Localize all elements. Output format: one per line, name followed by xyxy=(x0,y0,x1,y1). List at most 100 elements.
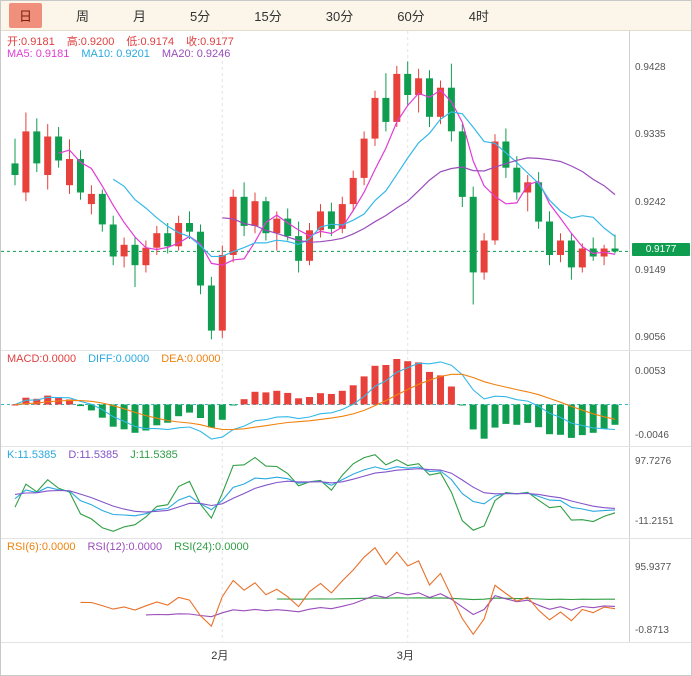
macd-hist-bar xyxy=(567,404,575,438)
tab-4hour[interactable]: 4时 xyxy=(459,3,499,28)
diff-value: DIFF:0.0000 xyxy=(88,353,150,365)
macd-value: MACD:0.0000 xyxy=(7,353,77,365)
candle-body xyxy=(480,240,488,273)
macd-chart-canvas[interactable] xyxy=(1,351,629,447)
candle-body xyxy=(524,182,532,193)
candle-body xyxy=(360,138,368,178)
month-label-feb: 2月 xyxy=(211,650,229,662)
macd-hist-bar xyxy=(66,399,73,405)
price-axis: 0.9428 0.9335 0.9242 0.9149 0.9056 0.917… xyxy=(629,31,691,350)
tab-30min[interactable]: 30分 xyxy=(316,3,363,28)
rsi24-line xyxy=(276,597,615,601)
rsi-panel: RSI(6):0.0000 RSI(12):0.0000 RSI(24):0.0… xyxy=(1,539,691,643)
candle-body xyxy=(229,196,237,255)
tab-15min[interactable]: 15分 xyxy=(244,3,291,28)
tab-5min[interactable]: 5分 xyxy=(180,3,220,28)
macd-hist-bar xyxy=(109,404,117,427)
candle-body xyxy=(491,141,499,241)
ma20-line xyxy=(222,157,616,243)
tab-month[interactable]: 月 xyxy=(123,3,156,28)
candle-body xyxy=(186,223,193,232)
candle-body xyxy=(404,73,412,95)
macd-hist-bar xyxy=(251,391,259,405)
timeframe-toolbar: 日 周 月 5分 15分 30分 60分 4时 xyxy=(1,1,691,31)
macd-hist-bar xyxy=(349,385,357,405)
candle-body xyxy=(317,211,324,231)
candle-body xyxy=(458,131,466,197)
rsi6-value: RSI(6):0.0000 xyxy=(7,541,76,553)
candle-body xyxy=(197,231,204,286)
macd-hist-bar xyxy=(437,375,444,405)
candle-body xyxy=(87,193,95,205)
candle-body xyxy=(546,221,553,255)
macd-hist-bar xyxy=(458,404,466,406)
macd-hist-bar xyxy=(469,404,477,430)
ma20-value: MA20: 0.9246 xyxy=(161,48,231,60)
macd-hist-bar xyxy=(480,404,488,439)
macd-hist-bar xyxy=(142,404,150,431)
tab-60min[interactable]: 60分 xyxy=(387,3,434,28)
rsi-tick: -0.8713 xyxy=(635,624,669,636)
rsi12-line xyxy=(145,591,616,618)
ohlc-info-row: 开:0.9181 高:0.9200 低:0.9174 收:0.9177 xyxy=(7,33,234,49)
candle-body xyxy=(338,204,346,229)
candle-body xyxy=(33,131,41,164)
price-tick: 0.9242 xyxy=(635,197,666,209)
candle-body xyxy=(415,78,423,95)
macd-hist-bar xyxy=(175,404,183,417)
low-value: 低:0.9174 xyxy=(126,36,175,48)
candle-body xyxy=(55,136,63,161)
tab-week[interactable]: 周 xyxy=(66,3,99,28)
candle-body xyxy=(437,87,444,117)
candle-body xyxy=(382,97,390,122)
candle-body xyxy=(175,223,183,247)
macd-hist-bar xyxy=(284,392,292,405)
macd-info-row: MACD:0.0000 DIFF:0.0000 DEA:0.0000 xyxy=(7,353,221,365)
macd-tick: 0.0053 xyxy=(635,365,666,377)
candle-body xyxy=(218,255,226,331)
rsi-chart-canvas[interactable] xyxy=(1,539,629,643)
macd-hist-bar xyxy=(33,398,41,405)
candle-body xyxy=(393,73,401,122)
candle-body xyxy=(109,224,117,257)
candle-body xyxy=(327,211,335,229)
candle-body xyxy=(371,97,379,139)
macd-hist-bar xyxy=(262,392,270,405)
d-value: D:11.5385 xyxy=(68,449,119,461)
macd-hist-bar xyxy=(207,404,215,428)
macd-panel: MACD:0.0000 DIFF:0.0000 DEA:0.0000 0.005… xyxy=(1,351,691,447)
candle-body xyxy=(153,233,161,248)
k-value: K:11.5385 xyxy=(7,449,57,461)
tab-day[interactable]: 日 xyxy=(9,3,43,28)
candlestick-chart-canvas[interactable] xyxy=(1,31,629,351)
candle-body xyxy=(251,201,259,226)
high-value: 高:0.9200 xyxy=(66,36,115,48)
rsi6-line xyxy=(80,546,616,636)
kdj-panel: K:11.5385 D:11.5385 J:11.5385 97.7276 -1… xyxy=(1,447,691,539)
ma10-line xyxy=(112,111,616,258)
rsi-info-row: RSI(6):0.0000 RSI(12):0.0000 RSI(24):0.0… xyxy=(7,541,249,553)
kdj-tick: -11.2151 xyxy=(635,516,674,528)
close-value: 收:0.9177 xyxy=(186,36,234,48)
macd-axis: 0.0053 -0.0046 xyxy=(629,351,691,446)
kdj-chart-canvas[interactable] xyxy=(1,447,629,539)
candle-body xyxy=(44,136,52,175)
candle-body xyxy=(469,196,477,273)
ma5-value: MA5: 0.9181 xyxy=(7,48,70,60)
time-axis: 2月 3月 xyxy=(1,643,691,675)
candle-body xyxy=(306,230,313,261)
candle-body xyxy=(611,248,619,252)
macd-hist-bar xyxy=(22,397,30,405)
macd-hist-bar xyxy=(197,404,204,418)
macd-hist-bar xyxy=(371,365,379,405)
candle-body xyxy=(142,247,150,266)
candle-body xyxy=(77,159,84,193)
macd-hist-bar xyxy=(11,404,19,406)
candle-body xyxy=(11,163,19,175)
candle-body xyxy=(98,193,106,225)
candle-body xyxy=(535,182,543,222)
macd-hist-bar xyxy=(502,404,510,424)
macd-hist-bar xyxy=(306,397,313,405)
candle-body xyxy=(240,196,248,226)
